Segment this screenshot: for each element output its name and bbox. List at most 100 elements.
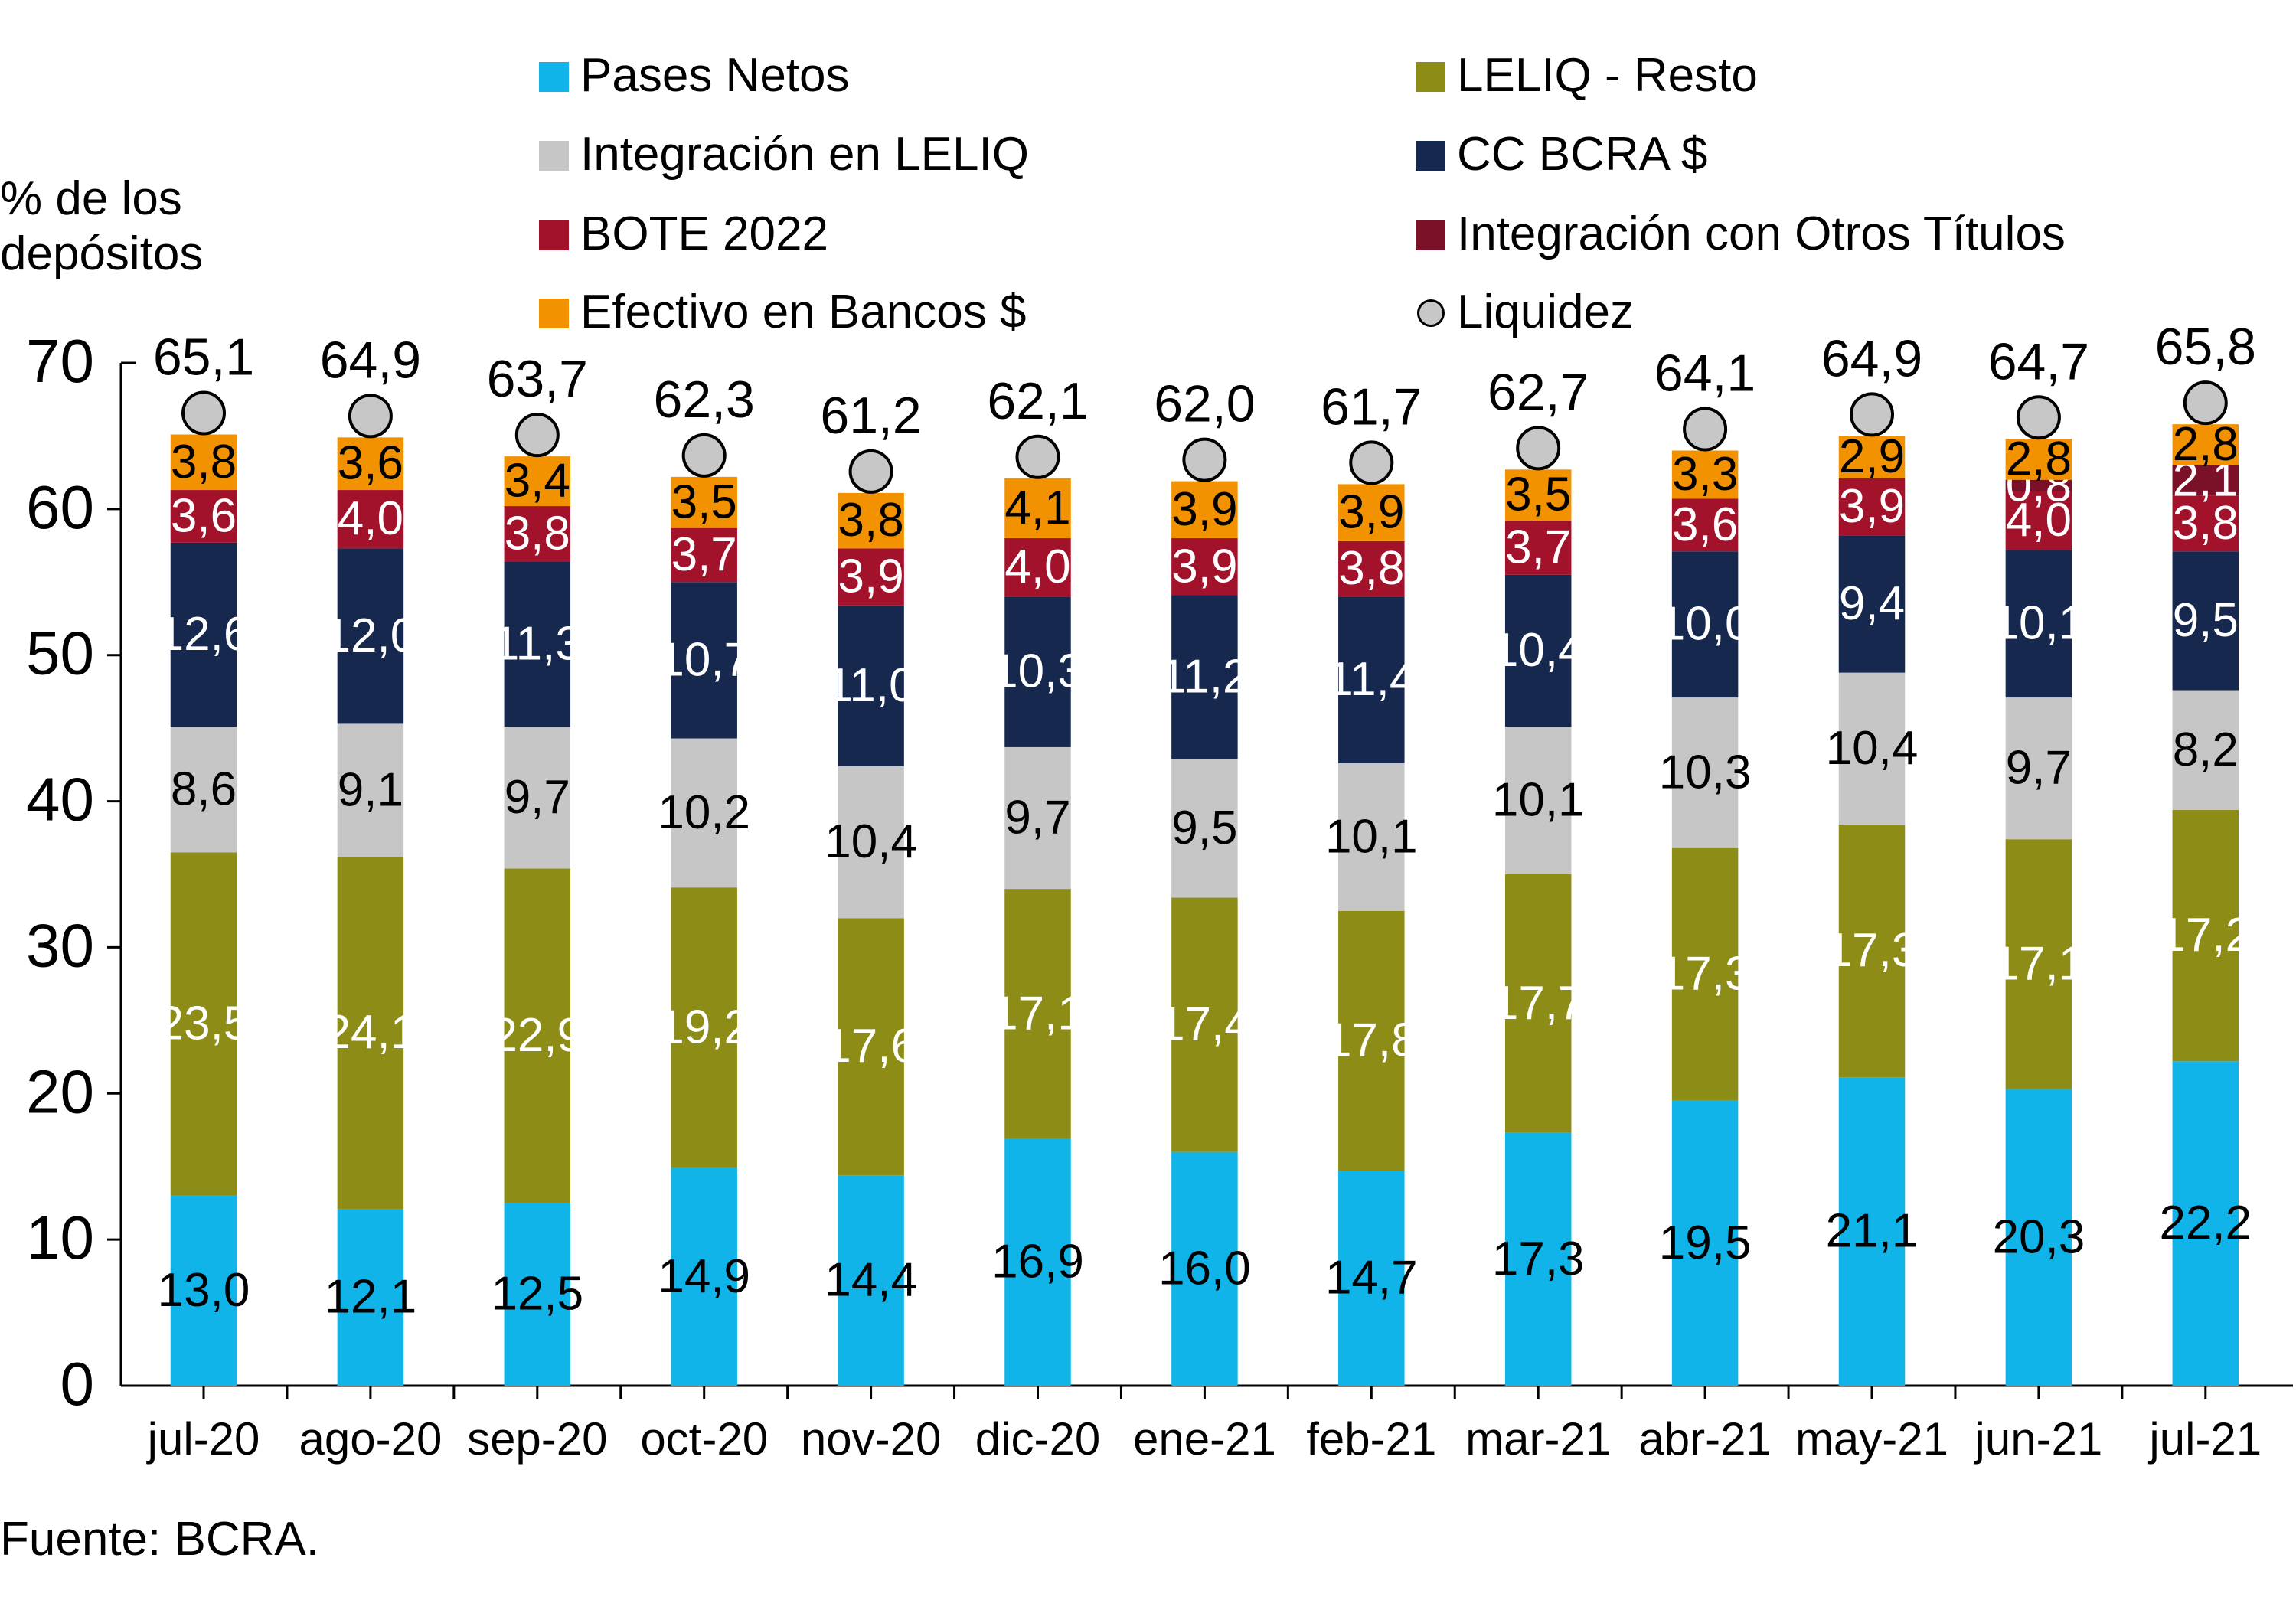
svg-text:17,6: 17,6 [825,1020,917,1073]
svg-text:3,8: 3,8 [505,507,570,560]
svg-text:10,4: 10,4 [1826,722,1919,775]
svg-text:3,9: 3,9 [1338,486,1404,539]
svg-text:64,7: 64,7 [1988,332,2089,390]
svg-text:22,9: 22,9 [491,1009,583,1062]
svg-text:11,3: 11,3 [493,617,582,670]
svg-text:4,0: 4,0 [338,492,403,545]
svg-text:20: 20 [26,1057,94,1125]
svg-text:10: 10 [26,1203,94,1272]
svg-text:10,1: 10,1 [1325,810,1418,863]
svg-text:65,1: 65,1 [153,328,254,387]
svg-text:11,2: 11,2 [1160,650,1249,703]
svg-text:64,9: 64,9 [1821,329,1922,387]
svg-text:23,5: 23,5 [158,998,250,1050]
svg-text:2,9: 2,9 [1839,430,1905,483]
svg-text:3,9: 3,9 [838,550,903,603]
svg-text:10,4: 10,4 [1492,624,1585,677]
svg-text:14,4: 14,4 [825,1254,917,1307]
svg-text:9,5: 9,5 [2173,594,2239,647]
svg-text:19,2: 19,2 [658,1001,750,1053]
svg-text:16,0: 16,0 [1158,1242,1251,1295]
svg-text:64,1: 64,1 [1654,345,1755,403]
svg-text:dic-20: dic-20 [975,1413,1100,1465]
svg-text:4,0: 4,0 [1004,540,1070,593]
svg-text:2,8: 2,8 [2173,418,2239,471]
svg-text:3,8: 3,8 [171,436,237,488]
svg-text:3,4: 3,4 [505,455,570,508]
svg-text:17,1: 17,1 [1993,937,2085,990]
svg-text:30: 30 [26,911,94,979]
svg-text:sep-20: sep-20 [467,1413,607,1465]
svg-text:11,4: 11,4 [1327,653,1416,706]
svg-text:mar-21: mar-21 [1465,1413,1611,1465]
svg-text:9,4: 9,4 [1839,577,1905,630]
svg-text:17,8: 17,8 [1325,1014,1418,1067]
svg-text:9,5: 9,5 [1171,802,1237,854]
svg-text:0: 0 [60,1350,95,1418]
svg-text:3,5: 3,5 [671,475,737,528]
svg-text:12,0: 12,0 [325,609,417,662]
svg-text:9,7: 9,7 [505,771,570,824]
svg-text:3,8: 3,8 [838,494,903,547]
svg-text:17,3: 17,3 [1659,948,1752,1001]
svg-text:3,9: 3,9 [1839,480,1905,533]
svg-text:21,1: 21,1 [1826,1205,1919,1258]
svg-text:65,8: 65,8 [2155,318,2256,376]
svg-text:10,1: 10,1 [1492,774,1585,827]
svg-text:17,7: 17,7 [1492,977,1585,1030]
svg-text:8,2: 8,2 [2173,723,2239,776]
svg-text:24,1: 24,1 [325,1006,417,1059]
svg-text:3,8: 3,8 [1338,542,1404,595]
svg-text:62,3: 62,3 [654,371,755,429]
svg-text:62,1: 62,1 [987,372,1088,430]
svg-text:61,2: 61,2 [820,387,921,445]
svg-text:10,2: 10,2 [658,786,750,839]
svg-text:19,5: 19,5 [1659,1216,1752,1269]
svg-text:10,3: 10,3 [991,645,1084,698]
svg-text:63,7: 63,7 [487,350,588,408]
svg-text:40: 40 [26,766,94,834]
svg-text:3,6: 3,6 [171,489,237,542]
svg-text:3,9: 3,9 [1171,483,1237,536]
svg-text:10,4: 10,4 [825,815,917,868]
svg-text:10,1: 10,1 [1993,597,2085,650]
svg-text:9,1: 9,1 [338,763,403,816]
svg-text:jul-21: jul-21 [2147,1413,2262,1465]
svg-text:14,9: 14,9 [658,1250,750,1303]
svg-text:ago-20: ago-20 [299,1413,442,1465]
svg-text:61,7: 61,7 [1321,377,1422,436]
svg-text:10,3: 10,3 [1659,746,1752,798]
svg-text:3,9: 3,9 [1171,540,1237,593]
svg-text:3,5: 3,5 [1505,469,1571,521]
svg-text:17,2: 17,2 [2159,909,2252,962]
svg-text:64,9: 64,9 [320,331,421,389]
svg-text:11,0: 11,0 [827,659,916,712]
svg-text:17,1: 17,1 [991,987,1084,1040]
svg-text:3,6: 3,6 [1672,498,1738,551]
svg-text:3,3: 3,3 [1672,448,1738,501]
svg-text:12,1: 12,1 [325,1271,417,1324]
svg-text:abr-21: abr-21 [1638,1413,1771,1465]
svg-text:62,7: 62,7 [1488,363,1589,421]
svg-text:nov-20: nov-20 [801,1413,941,1465]
svg-text:12,5: 12,5 [491,1268,583,1321]
svg-text:8,6: 8,6 [171,763,237,815]
svg-text:jul-20: jul-20 [146,1413,260,1465]
svg-text:jun-21: jun-21 [1974,1413,2103,1465]
svg-text:60: 60 [26,473,94,541]
svg-text:4,1: 4,1 [1004,482,1070,534]
svg-text:20,3: 20,3 [1993,1210,2085,1263]
svg-text:10,0: 10,0 [1659,598,1752,651]
svg-text:16,9: 16,9 [991,1236,1084,1288]
svg-text:14,7: 14,7 [1325,1252,1418,1305]
svg-text:may-21: may-21 [1795,1413,1948,1465]
svg-text:22,2: 22,2 [2159,1197,2252,1249]
svg-text:70: 70 [26,327,94,395]
svg-text:17,4: 17,4 [1158,998,1251,1051]
svg-text:13,0: 13,0 [158,1264,250,1317]
svg-text:9,7: 9,7 [1004,792,1070,844]
svg-text:oct-20: oct-20 [640,1413,768,1465]
svg-text:9,7: 9,7 [2006,742,2072,795]
svg-text:3,7: 3,7 [671,528,737,581]
svg-text:10,7: 10,7 [658,633,750,686]
